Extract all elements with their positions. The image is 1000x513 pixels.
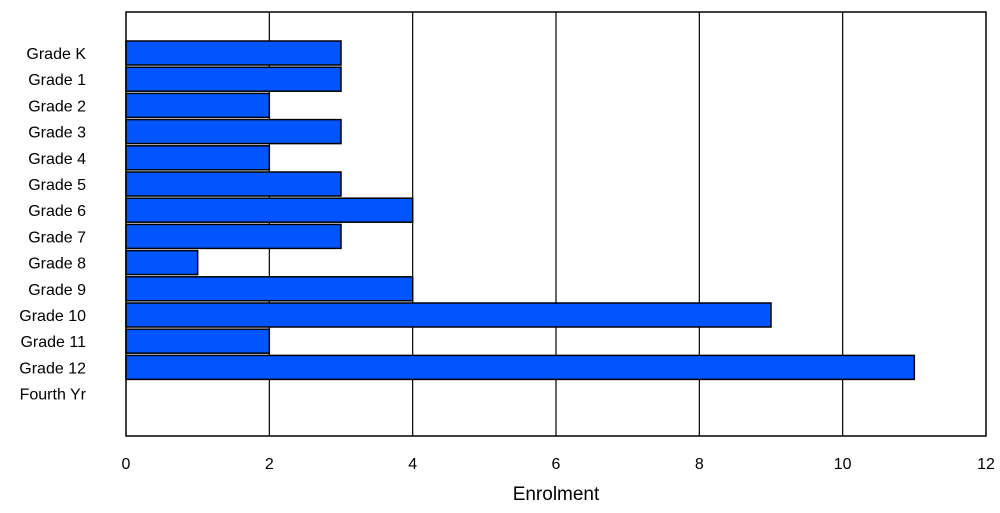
x-tick-label: 8 [695,456,704,473]
category-label: Grade 9 [28,282,86,299]
x-tick-label: 6 [552,456,561,473]
category-label: Grade 5 [28,177,86,194]
bar-grade-4 [125,145,271,171]
bar-grade-11 [125,328,271,354]
category-label: Grade 10 [19,308,86,325]
bar-grade-9 [125,276,414,302]
category-label: Grade 2 [28,98,86,115]
category-label: Grade 4 [28,151,86,168]
category-label: Grade 7 [28,229,86,246]
bars [125,40,916,381]
x-tick-label: 2 [265,456,274,473]
category-label: Grade 12 [19,360,86,377]
x-tick-label: 4 [408,456,417,473]
category-label: Grade K [26,46,86,63]
x-tick-label: 12 [977,456,995,473]
category-label: Grade 8 [28,256,86,273]
x-tick-labels: 0 2 4 6 8 10 12 [122,456,995,473]
category-label: Grade 3 [28,125,86,142]
bar-grade-1 [125,66,342,92]
bar-grade-7 [125,223,342,250]
category-label: Grade 11 [20,334,86,351]
bar-grade-5 [125,171,342,197]
bar-grade-k [125,40,342,66]
plot-area-frame [125,11,987,437]
category-label: Fourth Yr [20,387,87,404]
bar-grade-10 [125,302,772,328]
bar-grade-12 [125,354,916,381]
category-label: Grade 1 [28,72,86,89]
bar-grade-2 [125,92,271,119]
x-tick-label: 10 [834,456,852,473]
category-label: Grade 6 [28,203,86,220]
bar-grade-6 [125,197,414,223]
category-labels: Grade K Grade 1 Grade 2 Grade 3 Grade 4 Grade… [19,46,86,404]
bar-grade-8 [125,249,199,276]
bar-grade-3 [125,118,342,145]
x-axis-title: Enrolment [513,484,600,505]
x-tick-label: 0 [122,456,131,473]
